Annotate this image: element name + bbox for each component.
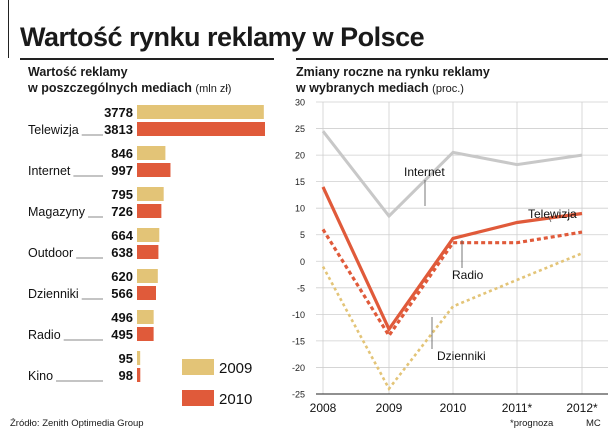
series-label: Internet: [404, 165, 445, 179]
right-header-rule: [296, 58, 608, 60]
y-tick-label: 30: [295, 98, 305, 108]
value-label-2009: 496: [111, 310, 133, 325]
y-tick-label: -5: [297, 283, 305, 293]
y-tick-label: 15: [295, 177, 305, 187]
category-label: Telewizja: [28, 123, 79, 137]
bar-2010: [137, 245, 159, 259]
y-tick-label: 0: [300, 257, 305, 267]
bar-2010: [137, 286, 157, 300]
legend-label: 2009: [219, 360, 252, 377]
left-subtitle-line1: Wartość reklamy: [28, 65, 128, 79]
bar-2009: [137, 187, 164, 201]
bar-2009: [137, 269, 158, 283]
y-tick-label: -15: [292, 336, 305, 346]
category-label: Radio: [28, 328, 61, 342]
y-tick-label: -20: [292, 363, 305, 373]
value-label-2010: 638: [111, 245, 133, 260]
series-label: Telewizja: [528, 207, 577, 221]
bar-2010: [137, 122, 265, 136]
series-label-leader: [547, 215, 552, 223]
source-note: Źródło: Zenith Optimedia Group: [10, 418, 144, 429]
top-rule: [8, 0, 9, 58]
category-label: Magazyny: [28, 205, 86, 219]
value-label-2009: 664: [111, 228, 133, 243]
forecast-note: *prognoza: [510, 418, 554, 429]
value-label-2010: 495: [111, 327, 133, 342]
series-line-telewizja: [321, 186, 583, 333]
y-tick-label: 10: [295, 204, 305, 214]
right-subtitle-line1: Zmiany roczne na rynku reklamy: [296, 65, 490, 79]
legend-swatch: [182, 390, 214, 406]
category-label: Kino: [28, 369, 53, 383]
y-tick-label: 20: [295, 151, 305, 161]
bar-2010: [137, 368, 141, 382]
value-label-2009: 620: [111, 269, 133, 284]
author-credit: MC: [586, 418, 601, 429]
bar-2009: [137, 105, 264, 119]
bar-2010: [137, 163, 171, 177]
legend-label: 2010: [219, 391, 252, 408]
value-label-2010: 3813: [104, 122, 133, 137]
y-tick-label: -10: [292, 310, 305, 320]
bar-2010: [137, 204, 162, 218]
left-header-rule: [20, 58, 274, 60]
bar-2009: [137, 146, 166, 160]
legend-swatch: [182, 359, 214, 375]
x-tick-label: 2011*: [502, 401, 533, 415]
x-tick-label: 2008: [310, 401, 337, 415]
x-tick-label: 2010: [440, 401, 467, 415]
x-tick-label: 2009: [376, 401, 403, 415]
value-label-2009: 795: [111, 187, 133, 202]
category-label: Dzienniki: [28, 287, 79, 301]
left-subtitle-line2: w poszczególnych mediach: [28, 81, 192, 95]
value-label-2009: 846: [111, 146, 133, 161]
bar-2009: [137, 310, 154, 324]
right-subtitle-line2: w wybranych mediach: [296, 81, 429, 95]
series-label: Dzienniki: [437, 349, 486, 363]
series-label: Radio: [452, 268, 484, 282]
page-title: Wartość rynku reklamy w Polsce: [20, 22, 425, 52]
right-unit: (proc.): [432, 83, 464, 95]
value-label-2010: 997: [111, 163, 133, 178]
y-tick-label: 5: [300, 230, 305, 240]
left-subtitle: Wartość reklamy w poszczególnych mediach…: [28, 64, 231, 97]
category-label: Internet: [28, 164, 71, 178]
series-line-radio: [321, 228, 583, 339]
value-label-2010: 726: [111, 204, 133, 219]
y-tick-label: 25: [295, 124, 305, 134]
bar-2010: [137, 327, 154, 341]
value-label-2010: 566: [111, 286, 133, 301]
right-subtitle: Zmiany roczne na rynku reklamy w wybrany…: [296, 64, 490, 97]
value-label-2010: 98: [119, 368, 133, 383]
bar-2009: [137, 351, 141, 365]
series-line-dzienniki: [321, 252, 583, 392]
y-tick-label: -25: [292, 390, 305, 400]
bar-2009: [137, 228, 160, 242]
x-tick-label: 2012*: [566, 401, 598, 415]
left-unit: (mln zł): [195, 83, 232, 95]
series-line-internet: [321, 130, 583, 219]
value-label-2009: 3778: [104, 105, 133, 120]
category-label: Outdoor: [28, 246, 73, 260]
value-label-2009: 95: [119, 351, 133, 366]
